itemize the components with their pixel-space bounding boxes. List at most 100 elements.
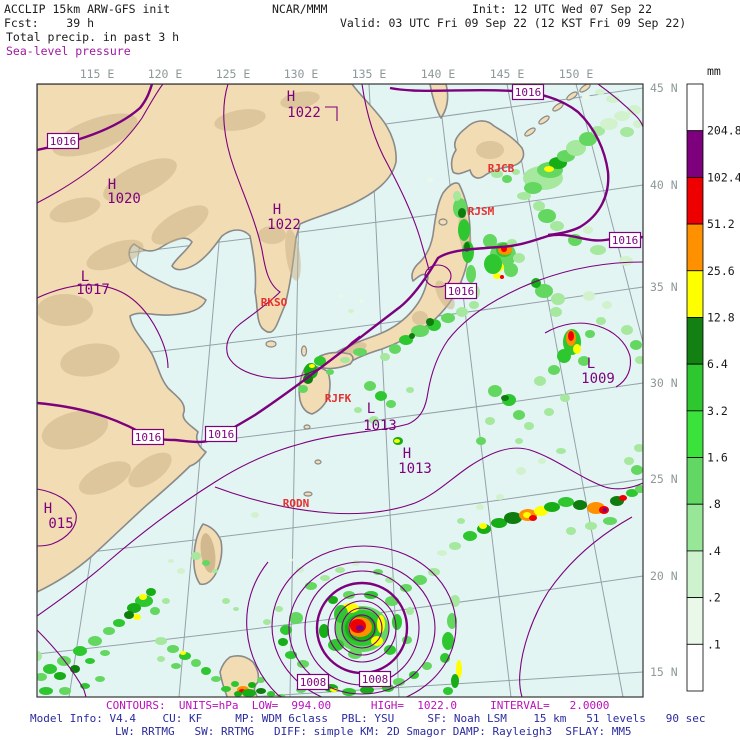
precip-cell bbox=[339, 294, 343, 298]
kuril-island bbox=[566, 91, 578, 101]
precip-cell bbox=[479, 523, 487, 529]
kuril-island bbox=[538, 115, 550, 125]
lon-tick-label: 140 E bbox=[421, 67, 456, 81]
precip-cell bbox=[550, 307, 562, 317]
colorbar-segment bbox=[686, 503, 704, 552]
precip-cell bbox=[595, 89, 605, 95]
precipitation-layer bbox=[37, 89, 643, 697]
contour-value-box bbox=[131, 428, 165, 446]
precip-cell bbox=[369, 416, 379, 424]
precip-cell bbox=[583, 226, 593, 234]
precip-cell bbox=[124, 611, 134, 619]
station-label: RODN bbox=[283, 497, 310, 510]
precip-cell bbox=[150, 607, 160, 615]
colorbar-tick-label: 12.8 bbox=[707, 310, 735, 324]
precip-cell bbox=[469, 301, 479, 309]
precip-cell bbox=[168, 559, 174, 563]
precip-cell bbox=[377, 615, 385, 633]
precip-cell bbox=[512, 169, 520, 175]
precip-cell bbox=[275, 606, 283, 612]
precip-cell bbox=[428, 568, 440, 576]
contour-value-box bbox=[608, 231, 642, 249]
precip-cell bbox=[356, 625, 364, 631]
precip-cell bbox=[456, 660, 462, 678]
precip-cell bbox=[458, 208, 466, 218]
precip-cell bbox=[544, 166, 554, 172]
colorbar-tick-label: .8 bbox=[707, 497, 721, 511]
precip-cell bbox=[162, 598, 170, 604]
colorbar-tick-label: .2 bbox=[707, 591, 721, 605]
pressure-center-letter: L bbox=[587, 356, 595, 372]
precip-cell bbox=[133, 614, 141, 620]
field2-label: Sea-level pressure bbox=[6, 44, 131, 58]
precip-cell bbox=[54, 672, 66, 680]
sado-island bbox=[438, 218, 448, 226]
lon-tick-label: 115 E bbox=[80, 67, 115, 81]
precip-cell bbox=[493, 273, 501, 279]
precip-cell bbox=[155, 637, 167, 645]
precip-cell bbox=[233, 607, 239, 611]
forecast-hour-label: Fcst: 39 h bbox=[4, 16, 95, 30]
precip-cell bbox=[458, 219, 470, 241]
precip-cell bbox=[620, 127, 634, 137]
precip-cell bbox=[409, 333, 415, 339]
precip-cell bbox=[485, 417, 495, 425]
precip-cell bbox=[59, 687, 71, 695]
valid-time-label: Valid: 03 UTC Fri 09 Sep 22 (12 KST Fri … bbox=[340, 16, 687, 30]
precip-cell bbox=[191, 659, 201, 667]
precip-cell bbox=[535, 284, 553, 298]
pressure-center-value: 015 bbox=[48, 516, 73, 532]
precip-cell bbox=[582, 94, 590, 100]
colorbar-segment bbox=[686, 176, 704, 225]
precip-cell bbox=[442, 632, 454, 650]
lat-tick-label: 35 N bbox=[650, 280, 678, 294]
colorbar-segment bbox=[686, 457, 704, 505]
precip-cell bbox=[548, 365, 560, 375]
precip-cell bbox=[634, 444, 643, 452]
precip-cell bbox=[191, 552, 201, 560]
precip-cell bbox=[201, 667, 211, 675]
precip-cell bbox=[544, 408, 554, 416]
precip-cell bbox=[626, 489, 638, 497]
lat-tick-label: 45 N bbox=[650, 81, 678, 95]
precip-cell bbox=[413, 575, 427, 585]
contour-value-text: 1016 bbox=[612, 234, 639, 247]
precip-cell bbox=[476, 437, 486, 445]
colorbar-segment bbox=[686, 597, 704, 645]
pressure-center-value: 1022 bbox=[267, 217, 301, 233]
precip-cell bbox=[573, 344, 581, 354]
precip-cell bbox=[354, 407, 362, 413]
lat-tick-label: 15 N bbox=[650, 665, 678, 679]
amami-island bbox=[314, 459, 322, 465]
precip-cell bbox=[500, 275, 504, 279]
precip-cell bbox=[524, 182, 542, 194]
precip-cell bbox=[504, 512, 522, 524]
precip-cell bbox=[600, 118, 618, 130]
colorbar-segment bbox=[686, 130, 704, 178]
precip-cell bbox=[330, 688, 338, 692]
precip-cell bbox=[602, 301, 612, 309]
precip-cell bbox=[221, 686, 231, 692]
precip-cell bbox=[566, 527, 576, 535]
precip-cell bbox=[453, 191, 461, 201]
precip-cell bbox=[558, 497, 574, 507]
precip-cell bbox=[296, 567, 304, 573]
precip-cell bbox=[359, 299, 363, 303]
pressure-center-letter: H bbox=[108, 177, 116, 193]
station-label: RKSO bbox=[261, 296, 288, 309]
precip-cell bbox=[544, 502, 560, 512]
precip-cell bbox=[406, 387, 414, 393]
precip-cell bbox=[167, 645, 179, 653]
lat-tick-label: 25 N bbox=[650, 472, 678, 486]
precip-cell bbox=[443, 687, 453, 695]
precip-cell bbox=[583, 291, 595, 301]
precip-cell bbox=[340, 357, 350, 363]
precip-cell bbox=[538, 458, 546, 464]
precip-cell bbox=[504, 263, 518, 277]
precip-cell bbox=[501, 395, 509, 401]
precip-cell bbox=[393, 678, 405, 686]
precip-cell bbox=[568, 331, 574, 341]
contour-1016-hokkaido bbox=[389, 86, 610, 237]
precip-cell bbox=[360, 686, 374, 694]
